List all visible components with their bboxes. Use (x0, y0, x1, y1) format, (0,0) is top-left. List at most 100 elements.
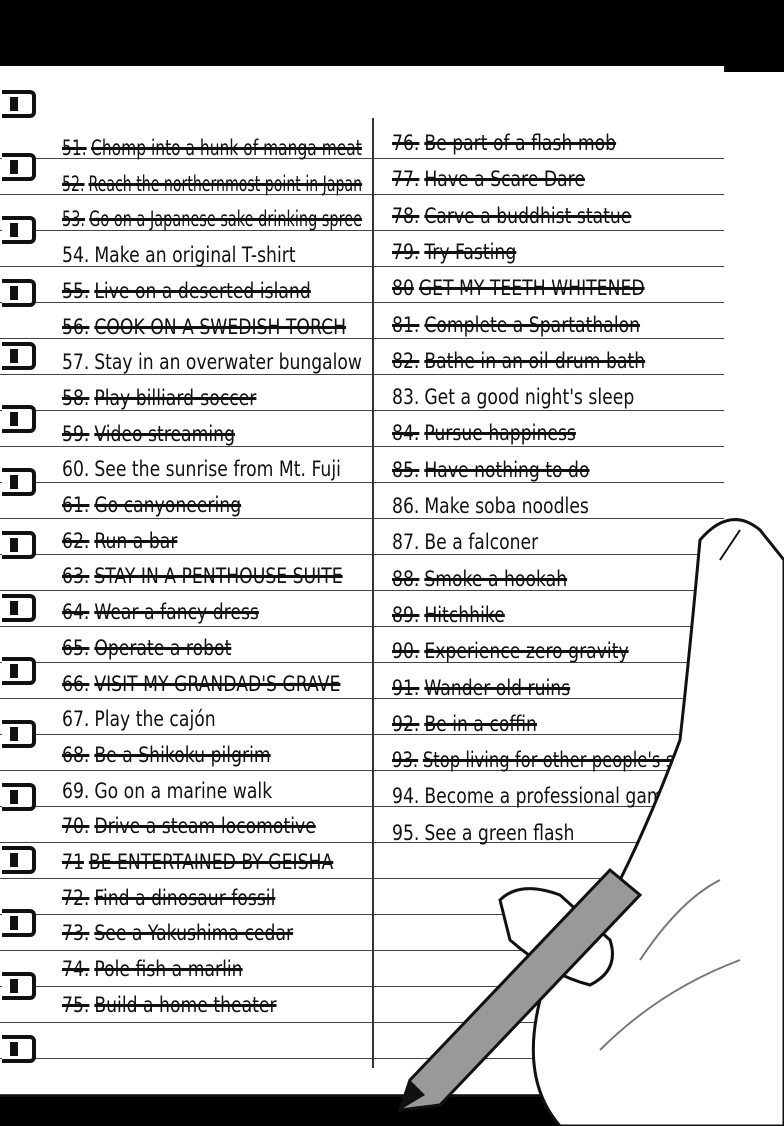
list-item: 61. Go canyoneering (62, 489, 241, 521)
spiral-ring (2, 909, 36, 937)
item-number: 72. (62, 885, 90, 910)
item-number: 82. (392, 348, 420, 373)
item-text: Play the cajón (94, 707, 216, 732)
ruled-line (0, 914, 724, 915)
item-text: Build a home theater (94, 992, 277, 1017)
spiral-ring (2, 216, 36, 244)
item-text: Stay in an overwater bungalow (94, 350, 362, 375)
ruled-line (0, 806, 724, 807)
item-text: Wear a fancy dress (94, 600, 259, 625)
item-number: 63. (62, 564, 90, 589)
item-number: 57. (62, 350, 90, 375)
list-item: 94. Become a professional gamer (392, 780, 681, 812)
item-number: 54. (62, 243, 90, 268)
list-item: 77. Have a Scare Dare (392, 163, 585, 195)
item-text: Make an original T-shirt (94, 243, 296, 268)
list-item: 67. Play the cajón (62, 703, 216, 735)
list-item: 81. Complete a Spartathalon (392, 309, 640, 341)
item-text: Smoke a hookah (424, 566, 568, 591)
list-item: 87. Be a falconer (392, 526, 538, 558)
list-item: 84. Pursue happiness (392, 417, 576, 449)
item-number: 52. (62, 171, 85, 196)
list-item: 70. Drive a steam locomotive (62, 810, 316, 842)
list-item: 86. Make soba noodles (392, 490, 589, 522)
item-text: Pole fish a marlin (94, 957, 243, 982)
list-item: 85. Have nothing to do (392, 454, 590, 486)
item-text: Go on a marine walk (94, 778, 273, 803)
spiral-ring (2, 783, 36, 811)
item-text: Be part of a flash mob (424, 131, 617, 155)
item-number: 75. (62, 992, 90, 1017)
spiral-ring (2, 846, 36, 874)
item-text: Be a Shikoku pilgrim (94, 742, 271, 767)
item-number: 93. (392, 748, 419, 773)
list-item: 78. Carve a buddhist statue (392, 200, 631, 232)
item-text: Have a Scare Dare (424, 167, 585, 192)
ruled-line (0, 158, 724, 159)
spiral-ring (2, 90, 36, 118)
item-number: 67. (62, 707, 90, 732)
list-item: 71 BE ENTERTAINED BY GEISHA (62, 846, 333, 878)
item-text: Hitchhike (424, 602, 505, 627)
item-number: 92. (392, 711, 420, 736)
ruled-line (0, 518, 724, 519)
list-item: 93. Stop living for other people's sakes (392, 744, 712, 776)
item-number: 78. (392, 203, 420, 228)
item-text: Try Fasting (424, 239, 517, 264)
ruled-line (0, 194, 724, 195)
item-number: 87. (392, 530, 420, 555)
item-text: Wander old ruins (424, 675, 571, 700)
item-number: 91. (392, 675, 420, 700)
item-text: Chomp into a hunk of manga meat (91, 136, 362, 160)
item-text: See the sunrise from Mt. Fuji (94, 457, 341, 482)
spiral-ring (2, 405, 36, 433)
item-text: Live on a deserted island (94, 278, 311, 303)
item-number: 53. (62, 207, 86, 232)
item-number: 65. (62, 635, 90, 660)
ruled-line (0, 1058, 724, 1059)
item-number: 61. (62, 493, 90, 517)
item-text: Bathe in an oil-drum bath (424, 348, 646, 373)
list-item: 82. Bathe in an oil-drum bath (392, 345, 645, 377)
ruled-line (0, 554, 724, 555)
list-item: 66. VISIT MY GRANDAD'S GRAVE (62, 668, 340, 700)
item-number: 95. (392, 820, 420, 845)
item-number: 73. (62, 921, 90, 946)
item-text: VISIT MY GRANDAD'S GRAVE (94, 671, 341, 696)
item-text: Get a good night's sleep (424, 385, 635, 410)
list-item: 63. STAY IN A PENTHOUSE SUITE (62, 560, 343, 592)
item-text: Go on a Japanese sake drinking spree (89, 207, 363, 232)
item-text: COOK ON A SWEDISH TORCH (94, 314, 347, 339)
list-item: 54. Make an original T-shirt (62, 239, 296, 271)
ruled-line (0, 878, 724, 879)
item-text: Pursue happiness (424, 421, 576, 446)
list-item: 83. Get a good night's sleep (392, 381, 634, 413)
item-number: 84. (392, 421, 420, 446)
spiral-ring (2, 972, 36, 1000)
item-number: 86. (392, 494, 420, 518)
list-item: 53. Go on a Japanese sake drinking spree (62, 203, 362, 235)
item-text: Have nothing to do (424, 457, 590, 482)
item-number: 94. (392, 784, 420, 809)
item-text: Find a dinosaur fossil (94, 885, 276, 910)
item-text: Stop living for other people's sakes (422, 748, 712, 773)
item-text: GET MY TEETH WHITENED (418, 276, 645, 301)
list-item: 57. Stay in an overwater bungalow (62, 346, 362, 378)
item-text: Be in a coffin (424, 711, 537, 736)
ruled-line (0, 770, 724, 771)
ruled-line (0, 374, 724, 375)
list-item: 88. Smoke a hookah (392, 563, 567, 595)
list-item: 75. Build a home theater (62, 989, 277, 1021)
list-item: 89. Hitchhike (392, 599, 505, 631)
ruled-line (0, 302, 724, 303)
item-number: 59. (62, 421, 90, 446)
list-item: 91. Wander old ruins (392, 672, 570, 704)
item-text: Complete a Spartathalon (424, 312, 641, 337)
item-number: 89. (392, 602, 420, 627)
item-number: 88. (392, 566, 420, 591)
list-item: 68. Be a Shikoku pilgrim (62, 739, 271, 771)
spiral-ring (2, 342, 36, 370)
item-number: 71 (62, 850, 84, 874)
notebook-page (0, 66, 726, 1097)
